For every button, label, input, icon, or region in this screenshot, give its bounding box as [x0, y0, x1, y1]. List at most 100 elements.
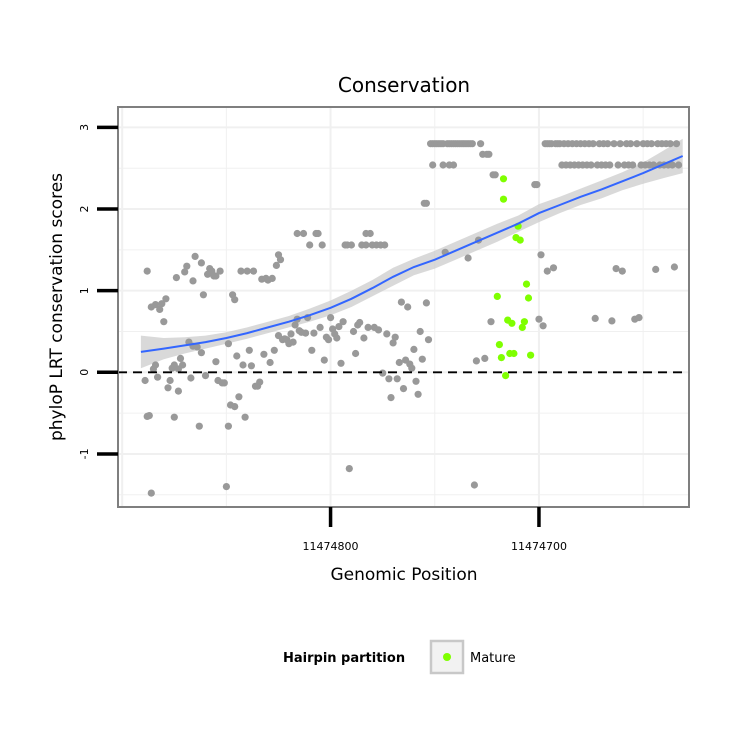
data-point-mature: [527, 351, 535, 359]
data-point: [237, 267, 245, 275]
data-point: [247, 362, 255, 370]
data-point: [324, 336, 333, 344]
data-point: [174, 387, 182, 395]
data-point: [172, 274, 180, 282]
data-point: [589, 140, 597, 148]
data-point: [141, 376, 149, 385]
data-point: [412, 377, 420, 385]
panel-border: [117, 106, 690, 508]
data-point: [393, 375, 401, 383]
data-point: [224, 422, 232, 430]
data-point: [379, 369, 387, 377]
data-point: [449, 161, 458, 169]
data-point: [610, 140, 618, 148]
data-point: [306, 241, 314, 249]
data-point: [320, 356, 328, 364]
data-point: [162, 295, 170, 303]
data-point: [385, 375, 393, 383]
data-point: [612, 265, 620, 273]
data-point-mature: [522, 280, 531, 288]
data-point: [404, 303, 412, 311]
data-point: [383, 330, 391, 338]
data-point: [349, 327, 358, 336]
data-point: [337, 359, 345, 367]
data-point: [347, 241, 355, 249]
data-point: [666, 140, 674, 148]
data-point: [260, 350, 268, 358]
data-point: [543, 267, 551, 275]
data-point: [629, 161, 637, 169]
legend-label-mature: Mature: [470, 651, 516, 666]
data-point: [235, 393, 243, 401]
data-point: [268, 274, 276, 282]
data-point: [166, 376, 174, 385]
data-point: [397, 298, 405, 306]
legend: Hairpin partition Mature: [283, 639, 516, 675]
data-point: [233, 352, 241, 360]
data-point: [618, 267, 626, 275]
panel-background: [118, 107, 689, 507]
data-point: [414, 390, 422, 398]
data-point: [364, 323, 372, 331]
x-tick-label: 11474700: [511, 540, 567, 553]
data-point: [187, 374, 195, 382]
data-point: [183, 262, 191, 270]
data-point: [352, 349, 360, 358]
data-point: [310, 329, 318, 337]
data-point: [179, 361, 187, 369]
data-point: [477, 140, 485, 148]
data-point: [614, 161, 622, 169]
data-point: [201, 372, 210, 380]
data-point: [327, 314, 335, 322]
data-point: [224, 340, 232, 348]
data-point-mature: [493, 292, 501, 300]
data-point: [670, 263, 679, 271]
smooth-trend-line: [140, 155, 684, 353]
data-point: [170, 413, 178, 421]
x-axis: 11474800 11474700: [303, 507, 567, 553]
data-point: [366, 229, 374, 238]
y-tick-label: 0: [78, 369, 91, 376]
data-point: [145, 412, 153, 420]
data-point-mature: [518, 323, 526, 331]
data-point: [154, 373, 162, 381]
data-point: [424, 336, 433, 344]
data-point: [289, 338, 297, 346]
data-point: [158, 300, 166, 308]
data-point: [197, 349, 205, 357]
data-point: [212, 358, 220, 366]
data-point: [189, 277, 197, 285]
data-point: [199, 291, 207, 299]
data-point: [241, 413, 249, 421]
y-tick-label: 2: [78, 206, 91, 213]
data-point: [151, 361, 160, 369]
data-point: [212, 272, 220, 280]
data-point: [587, 161, 595, 169]
data-point: [272, 261, 280, 269]
data-point: [464, 254, 472, 262]
data-point: [387, 394, 395, 402]
data-point: [220, 379, 228, 387]
data-point: [675, 161, 683, 169]
data-point: [537, 251, 545, 259]
data-point: [616, 140, 624, 148]
data-point: [429, 161, 437, 169]
data-point: [399, 385, 408, 393]
y-tick-label: 3: [78, 124, 91, 131]
data-point: [256, 378, 264, 386]
data-point: [318, 241, 326, 249]
data-point-mature: [495, 341, 503, 349]
data-point: [339, 318, 347, 326]
data-point: [245, 346, 253, 354]
data-point: [216, 267, 224, 275]
data-point: [627, 140, 635, 148]
data-point-mature: [497, 354, 505, 362]
data-point: [408, 364, 416, 372]
data-point: [672, 140, 681, 148]
data-point: [181, 268, 189, 276]
legend-title: Hairpin partition: [283, 651, 405, 666]
data-point: [633, 140, 641, 148]
data-point: [231, 296, 239, 304]
data-point: [243, 267, 251, 275]
